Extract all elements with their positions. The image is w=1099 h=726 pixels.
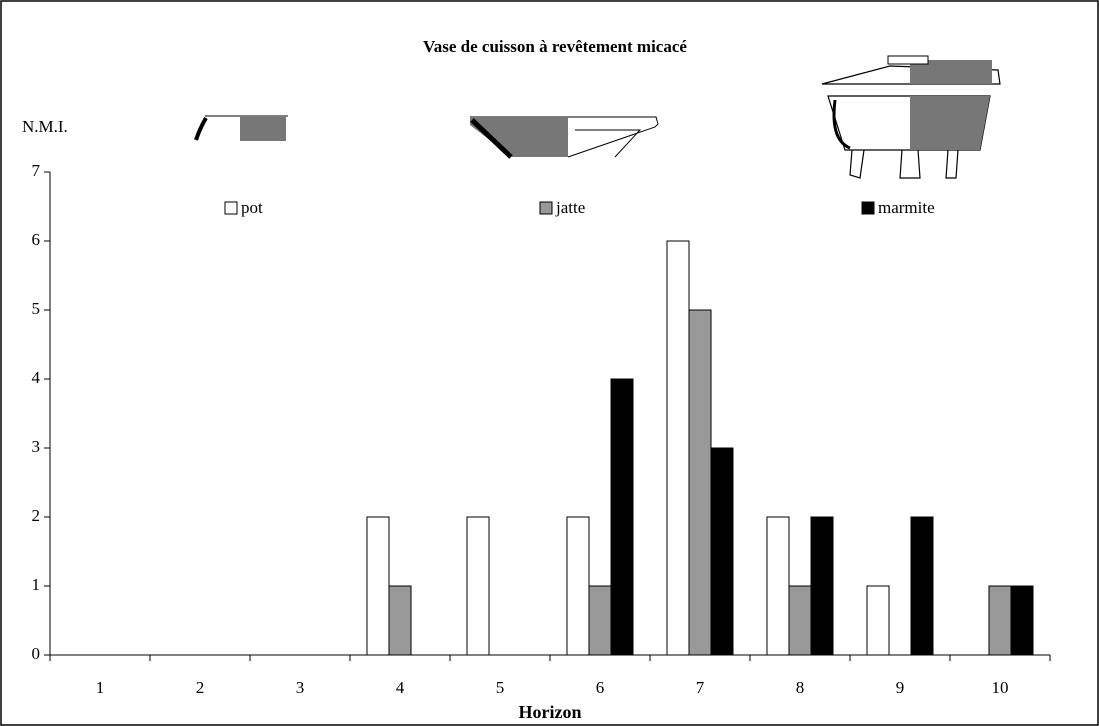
- legend-label: pot: [241, 198, 263, 217]
- x-tick-label: 4: [396, 678, 405, 697]
- bar: [666, 240, 690, 656]
- x-tick-label: 6: [596, 678, 605, 697]
- bar: [610, 378, 634, 656]
- x-axis-title: Horizon: [519, 702, 582, 722]
- bar: [866, 585, 890, 656]
- x-tick-label: 3: [296, 678, 305, 697]
- bar: [388, 585, 412, 656]
- x-tick-label: 9: [896, 678, 905, 697]
- x-tick-label: 10: [992, 678, 1009, 697]
- pot-drawing: [194, 115, 288, 141]
- y-tick-label: 2: [32, 506, 41, 525]
- bar: [810, 516, 834, 656]
- bar: [788, 585, 812, 656]
- y-tick-label: 0: [32, 644, 41, 663]
- chart-title: Vase de cuisson à revêtement micacé: [423, 37, 687, 56]
- y-axis-title: N.M.I.: [22, 117, 68, 136]
- y-tick-label: 7: [32, 161, 41, 180]
- legend-swatch: [861, 201, 875, 215]
- bar: [588, 585, 612, 656]
- jatte-drawing: [470, 116, 659, 159]
- bar: [1010, 585, 1034, 656]
- bar: [366, 516, 390, 656]
- legend-swatch: [539, 201, 553, 215]
- x-tick-label: 2: [196, 678, 205, 697]
- legend-swatch: [224, 201, 238, 215]
- x-tick-label: 7: [696, 678, 705, 697]
- y-tick-label: 4: [32, 368, 41, 387]
- x-tick-label: 5: [496, 678, 505, 697]
- y-tick-label: 1: [32, 575, 41, 594]
- legend-label: marmite: [878, 198, 935, 217]
- bar: [710, 447, 734, 656]
- x-tick-label: 1: [96, 678, 105, 697]
- bar: [466, 516, 490, 656]
- bar: [988, 585, 1012, 656]
- y-tick-label: 3: [32, 437, 41, 456]
- marmite-drawing: [821, 55, 1001, 179]
- bar: [688, 309, 712, 656]
- legend-label: jatte: [555, 198, 585, 217]
- y-tick-label: 5: [32, 299, 41, 318]
- x-tick-label: 8: [796, 678, 805, 697]
- y-tick-label: 6: [32, 230, 41, 249]
- bar: [910, 516, 934, 656]
- bar: [566, 516, 590, 656]
- bar: [766, 516, 790, 656]
